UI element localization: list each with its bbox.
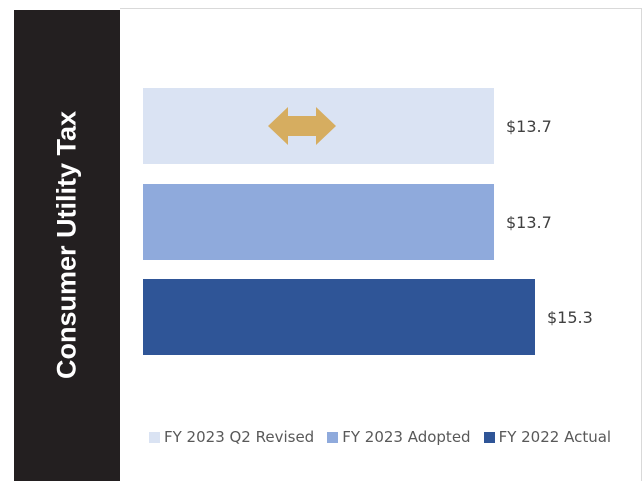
title-panel — [14, 10, 120, 481]
legend-item-fy-2023-q2-revised: FY 2023 Q2 Revised — [149, 428, 314, 446]
bar-fy-2022-actual — [143, 279, 535, 355]
chart-legend: FY 2023 Q2 Revised FY 2023 Adopted FY 2022… — [149, 427, 624, 447]
data-label-fy-2023-adopted: $13.7 — [506, 213, 552, 232]
legend-label: FY 2023 Adopted — [342, 428, 471, 446]
legend-swatch — [149, 431, 160, 443]
double-arrow-icon — [268, 107, 336, 145]
legend-item-fy-2022-actual: FY 2022 Actual — [483, 428, 612, 446]
bar-fy-2023-adopted — [143, 184, 495, 260]
legend-item-fy-2023-adopted: FY 2023 Adopted — [327, 428, 471, 446]
legend-swatch — [483, 431, 495, 443]
legend-label: FY 2022 Actual — [498, 428, 612, 446]
legend-swatch — [327, 431, 339, 443]
top-divider — [120, 8, 642, 9]
legend-label: FY 2023 Q2 Revised — [164, 428, 315, 446]
data-label-fy-2023-q2-revised: $13.7 — [506, 117, 552, 136]
data-label-fy-2022-actual: $15.3 — [547, 308, 593, 327]
